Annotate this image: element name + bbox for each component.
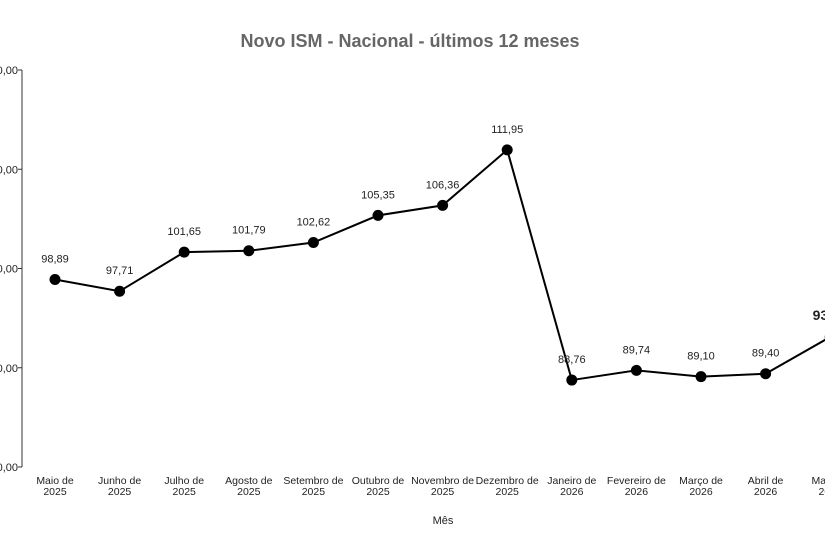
chart-title: Novo ISM - Nacional - últimos 12 meses [240, 31, 579, 51]
x-tick-label-line: Maio de [812, 475, 825, 487]
x-tick-label-line: Janeiro de [547, 475, 596, 487]
y-tick-label: 80,00 [0, 462, 18, 474]
x-tick-label-line: 2025 [43, 486, 67, 498]
x-tick-label-line: 2026 [689, 486, 713, 498]
x-tick-label: Janeiro de 2026 [547, 475, 596, 498]
x-tick-label: Setembro de 2025 [283, 475, 343, 498]
data-label: 98,89 [41, 254, 69, 266]
point [307, 236, 319, 248]
x-tick-label-line: 2026 [625, 486, 649, 498]
x-tick-label-line: Julho de [164, 475, 204, 487]
x-tick-label-line: 2025 [173, 486, 197, 498]
y-tick-label: 120,00 [0, 65, 18, 77]
x-tick-label-line: 2025 [496, 486, 520, 498]
data-label: 97,71 [106, 265, 134, 277]
x-tick-label-line: 2025 [431, 486, 455, 498]
data-label: 89,10 [687, 351, 715, 363]
x-tick-label-line: Setembro de [283, 475, 343, 487]
x-tick-label: Abril de 2026 [748, 475, 784, 498]
point [760, 368, 772, 380]
x-tick-label-line: Maio de [36, 475, 74, 487]
x-tick-label-line: 2026 [560, 486, 584, 498]
x-tick-label-line: Abril de [748, 475, 784, 487]
data-label: 88,76 [558, 354, 586, 366]
data-label: 101,65 [167, 226, 201, 238]
x-tick-label-line: 2025 [302, 486, 326, 498]
y-tick-label: 110,00 [0, 164, 18, 176]
x-tick-label: Junho de 2025 [98, 475, 141, 498]
x-tick-label: Julho de 2025 [164, 475, 204, 498]
point [372, 209, 384, 221]
x-tick-label: Maio de 2025 [36, 475, 74, 498]
point [437, 199, 449, 211]
x-tick-label-line: Junho de [98, 475, 141, 487]
point [501, 144, 513, 156]
data-label: 89,74 [623, 344, 651, 356]
data-label: 106,36 [426, 179, 460, 191]
x-tick-label-line: 2025 [366, 486, 390, 498]
x-axis-label: Mês [433, 515, 454, 527]
x-tick-label-line: Dezembro de [476, 475, 539, 487]
x-tick-label-line: 2025 [237, 486, 261, 498]
x-tick-label-line: Novembro de [411, 475, 474, 487]
x-tick-label-line: Março de [679, 475, 723, 487]
point [630, 364, 642, 376]
point [566, 374, 578, 386]
x-tick-label: Dezembro de 2025 [476, 475, 539, 498]
x-tick-label-line: Outubro de [352, 475, 405, 487]
data-label: 101,79 [232, 225, 266, 237]
point [114, 285, 126, 297]
x-tick-label-line: 2026 [819, 486, 825, 498]
point [243, 245, 255, 257]
y-tick-label: 100,00 [0, 264, 18, 276]
data-label: 111,95 [491, 124, 523, 136]
x-tick-label: Agosto de 2025 [225, 475, 272, 498]
y-tick-label: 90,00 [0, 363, 18, 375]
x-tick-label: Março de 2026 [679, 475, 723, 498]
point [695, 371, 707, 383]
point [49, 274, 61, 286]
data-label: 102,62 [297, 216, 331, 228]
x-tick-label: Outubro de 2025 [352, 475, 405, 498]
x-tick-label-line: 2026 [754, 486, 778, 498]
x-tick-label-line: Fevereiro de [607, 475, 666, 487]
data-label: 93,10 [813, 307, 825, 323]
x-tick-label: Fevereiro de 2026 [607, 475, 666, 498]
point [178, 246, 190, 258]
x-tick-label-line: Agosto de [225, 475, 272, 487]
data-label: 105,35 [361, 189, 395, 201]
data-label: 89,40 [752, 348, 780, 360]
x-tick-label-line: 2025 [108, 486, 132, 498]
x-tick-label: Novembro de 2025 [411, 475, 474, 498]
